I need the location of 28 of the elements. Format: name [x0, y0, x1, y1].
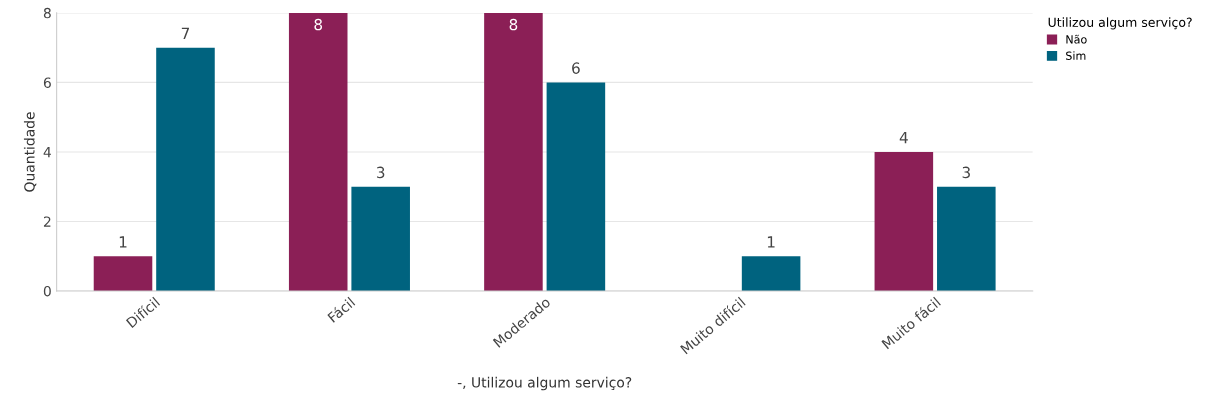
bar	[93, 256, 153, 291]
x-axis-title: -, Utilizou algum serviço?	[457, 376, 632, 391]
y-axis-title: Quantidade	[23, 112, 37, 192]
y-tick-label: 0	[43, 285, 51, 297]
bar	[484, 12, 543, 291]
bar	[351, 186, 410, 291]
bar	[874, 151, 934, 291]
data-label: 3	[962, 166, 970, 179]
y-tick-label: 6	[43, 77, 51, 88]
bar	[741, 256, 801, 291]
y-tick-label: 4	[43, 147, 51, 158]
data-label: 8	[509, 18, 518, 31]
bar	[288, 12, 348, 291]
data-label: 3	[376, 166, 385, 179]
y-tick-label: 8	[43, 7, 51, 19]
bar	[156, 47, 215, 291]
data-label: 6	[572, 62, 580, 74]
bar	[937, 186, 996, 291]
data-label: 8	[314, 18, 323, 31]
data-label: 1	[767, 236, 775, 248]
legend-label: Não	[1066, 34, 1087, 44]
legend-label: Sim	[1066, 51, 1086, 60]
bar	[546, 82, 606, 291]
data-label: 1	[119, 236, 127, 248]
data-label: 7	[181, 27, 190, 39]
data-label: 4	[899, 132, 908, 144]
y-tick-label: 2	[43, 216, 51, 227]
legend-title: Utilizou algum serviço?	[1048, 17, 1192, 30]
